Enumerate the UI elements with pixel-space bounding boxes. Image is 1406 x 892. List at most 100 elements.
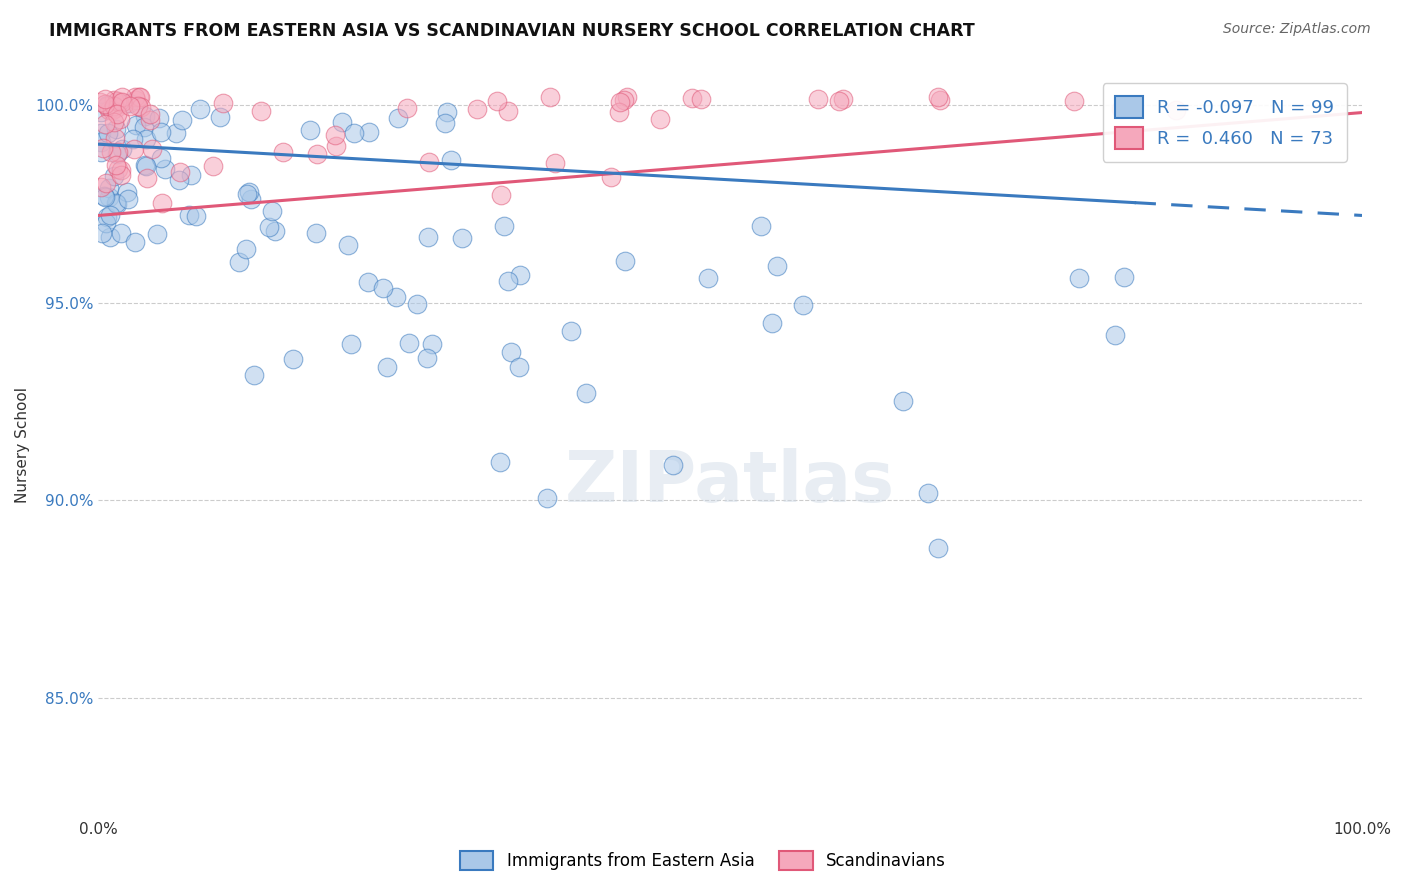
Point [139, 107, 162, 121]
Point [494, 219, 516, 233]
Point [111, 89, 134, 103]
Point [239, 192, 262, 206]
Point [373, 281, 395, 295]
Point [150, 125, 173, 139]
Point [436, 105, 458, 120]
Point [375, 360, 398, 375]
Point [451, 231, 474, 245]
Point [100, 145, 122, 160]
Point [271, 145, 294, 159]
Point [125, 93, 148, 107]
Point [105, 94, 128, 108]
Point [125, 118, 148, 132]
Point [208, 110, 231, 124]
Point [538, 90, 561, 104]
Point [184, 209, 207, 223]
Point [110, 163, 132, 178]
Point [128, 89, 150, 103]
Point [893, 394, 915, 409]
Point [100, 103, 122, 118]
Point [416, 351, 439, 365]
Point [249, 103, 271, 118]
Point [305, 226, 328, 240]
Point [97, 181, 120, 195]
Point [357, 125, 380, 139]
Legend: Immigrants from Eastern Asia, Scandinavians: Immigrants from Eastern Asia, Scandinavi… [453, 844, 953, 877]
Point [613, 93, 636, 107]
Point [120, 99, 142, 113]
Point [325, 128, 347, 142]
Point [110, 168, 132, 182]
Point [136, 171, 159, 186]
Point [508, 359, 530, 374]
Point [496, 274, 519, 288]
Point [94, 216, 117, 230]
Point [90, 136, 112, 150]
Point [418, 155, 440, 169]
Point [93, 189, 115, 203]
Point [105, 147, 128, 161]
Point [828, 94, 851, 108]
Point [395, 101, 418, 115]
Point [111, 95, 134, 110]
Point [243, 368, 266, 383]
Point [103, 114, 125, 128]
Point [134, 158, 156, 172]
Point [465, 102, 488, 116]
Point [398, 336, 420, 351]
Point [498, 103, 520, 118]
Point [357, 275, 380, 289]
Point [96, 210, 118, 224]
Point [489, 455, 512, 469]
Point [177, 208, 200, 222]
Point [135, 132, 157, 146]
Point [122, 132, 145, 146]
Point [93, 117, 115, 131]
Point [609, 95, 631, 109]
Point [544, 155, 567, 169]
Point [188, 103, 211, 117]
Point [90, 145, 112, 160]
Point [103, 94, 125, 108]
Point [167, 173, 190, 187]
Point [235, 243, 257, 257]
Point [108, 95, 131, 110]
Point [127, 99, 149, 113]
Point [1069, 270, 1091, 285]
Point [298, 123, 321, 137]
Point [107, 161, 129, 176]
Point [405, 297, 427, 311]
Point [509, 268, 531, 283]
Point [928, 93, 950, 107]
Point [600, 169, 623, 184]
Point [325, 139, 347, 153]
Point [128, 89, 150, 103]
Point [616, 89, 638, 103]
Point [90, 126, 112, 140]
Point [93, 92, 115, 106]
Point [124, 235, 146, 250]
Text: Source: ZipAtlas.com: Source: ZipAtlas.com [1223, 22, 1371, 37]
Point [433, 116, 456, 130]
Point [107, 145, 129, 159]
Point [927, 89, 949, 103]
Point [689, 92, 711, 106]
Point [332, 114, 354, 128]
Point [97, 190, 120, 204]
Point [94, 97, 117, 112]
Point [489, 188, 512, 202]
Point [90, 104, 112, 119]
Point [212, 95, 235, 110]
Point [98, 208, 121, 222]
Point [238, 185, 260, 199]
Point [536, 491, 558, 506]
Point [228, 255, 250, 269]
Point [148, 111, 170, 125]
Point [170, 113, 193, 128]
Point [387, 111, 409, 125]
Point [281, 351, 304, 366]
Point [832, 92, 855, 106]
Point [262, 204, 284, 219]
Point [749, 219, 772, 233]
Point [97, 126, 120, 140]
